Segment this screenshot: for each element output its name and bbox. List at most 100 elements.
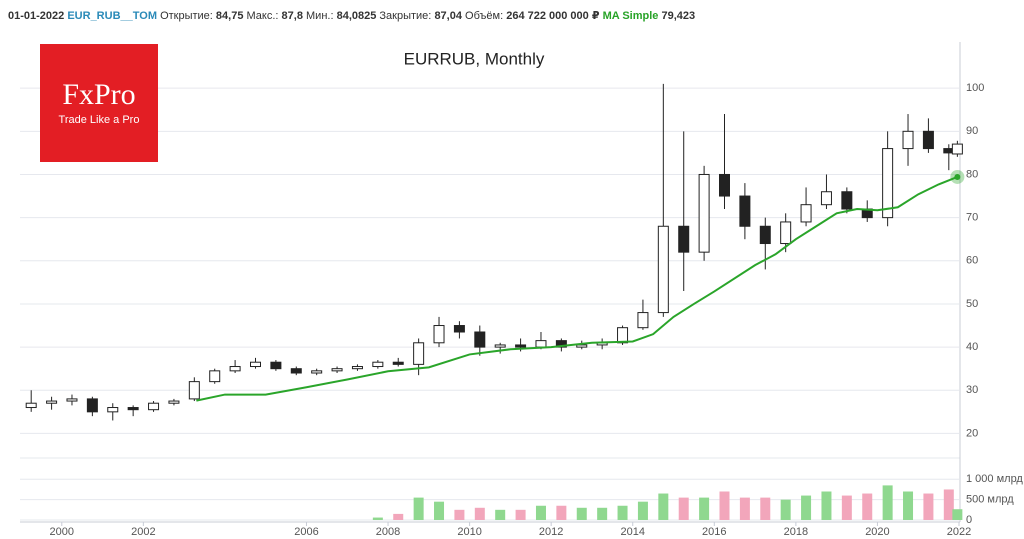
candle-body [535,340,547,348]
candle-body [515,344,527,348]
x-tick-label: 2006 [294,526,318,538]
x-tick-label: 2020 [865,526,889,538]
volume-bar [699,497,710,520]
y-tick-label: 60 [966,255,978,267]
volume-bar [943,489,954,520]
candle-body [46,400,58,404]
volume-bar [556,505,567,520]
y-tick-label: 40 [966,341,978,353]
symbol: EUR_RUB__TOM [67,10,157,22]
x-tick-label: 2022 [947,526,971,538]
candle-body [229,366,241,372]
candle-body [270,361,282,370]
ma-last-dot [954,173,961,180]
candle-body [820,191,832,206]
volume-bar [393,513,404,520]
y-tick-label: 90 [966,125,978,137]
volume-bar [821,491,832,520]
field-value: 87,04 [434,10,462,22]
candle-body [25,402,37,409]
volume-bar [719,491,730,520]
volume-tick-label: 0 [966,514,972,526]
candle-body [800,204,812,223]
candle-body [127,407,139,411]
field-label: Закрытие: [379,10,432,22]
volume-tick-label: 500 млрд [966,494,1014,506]
volume-bar [576,507,587,520]
ma-label: MA Simple [602,10,659,22]
volume-bar [801,495,812,520]
volume-bar [617,505,628,520]
candle-body [576,344,588,348]
candle-body [637,312,649,329]
candle-body [66,398,78,402]
candle-body [739,195,751,227]
candle-body [311,370,323,374]
fields: Открытие: 84,75 Макс.: 87,8 Мин.: 84,082… [160,10,603,22]
candle-body [209,370,221,383]
candle-body [657,225,669,314]
candle-body [951,143,963,155]
volume-bar [413,497,424,520]
volume-bar [841,495,852,520]
candle-body [678,225,690,253]
candle-body [617,327,629,344]
candle-body [392,361,404,365]
candle-body [555,340,567,348]
candles [25,83,963,421]
x-tick-label: 2010 [457,526,481,538]
volume-bar [495,509,506,520]
y-tick-label: 20 [966,427,978,439]
candle-body [331,368,343,372]
candle-body [351,366,363,370]
candle-body [86,398,98,413]
field-label: Объём: [465,10,504,22]
volume-bar [882,485,893,520]
volume-bar [474,507,485,520]
y-tick-label: 80 [966,168,978,180]
volume-bar [515,509,526,520]
x-tick-label: 2016 [702,526,726,538]
candle-body [922,130,934,150]
y-tick-label: 50 [966,298,978,310]
field-label: Макс.: [246,10,279,22]
field-label: Мин.: [306,10,334,22]
candle-body [841,191,853,210]
candle-body [290,368,302,374]
candle-body [148,402,160,411]
ma-line [196,176,958,402]
candle-body [759,225,771,245]
volume-bar [862,493,873,520]
candle-body [168,400,180,404]
x-tick-label: 2008 [376,526,400,538]
x-tick-label: 2002 [131,526,155,538]
candle-body [780,221,792,245]
volume-bar [760,497,771,520]
field-value: 264 722 000 000 ₽ [506,10,600,22]
volume-bar [903,491,914,520]
ma-value: 79,423 [661,10,696,22]
header: 01-01-2022 EUR_RUB__TOM Открытие: 84,75 … [8,9,695,22]
volume-bar [658,493,669,520]
grid [20,87,959,521]
candle-body [453,325,465,333]
volume-tick-label: 1 000 млрд [966,473,1023,485]
candle-body [882,148,894,219]
logo-box [40,44,158,162]
y-tick-label: 70 [966,212,978,224]
volume-bar [678,497,689,520]
x-tick-label: 2014 [620,526,644,538]
volume-bar [434,501,445,520]
field-label: Открытие: [160,10,213,22]
volume-bar [739,497,750,520]
volume-bar [780,499,791,520]
candle-body [902,130,914,150]
date: 01-01-2022 [8,10,65,22]
candle-body [372,361,384,368]
candle-body [250,361,261,368]
candle-body [698,173,710,253]
candle-body [474,331,486,348]
x-tick-label: 2018 [784,526,808,538]
